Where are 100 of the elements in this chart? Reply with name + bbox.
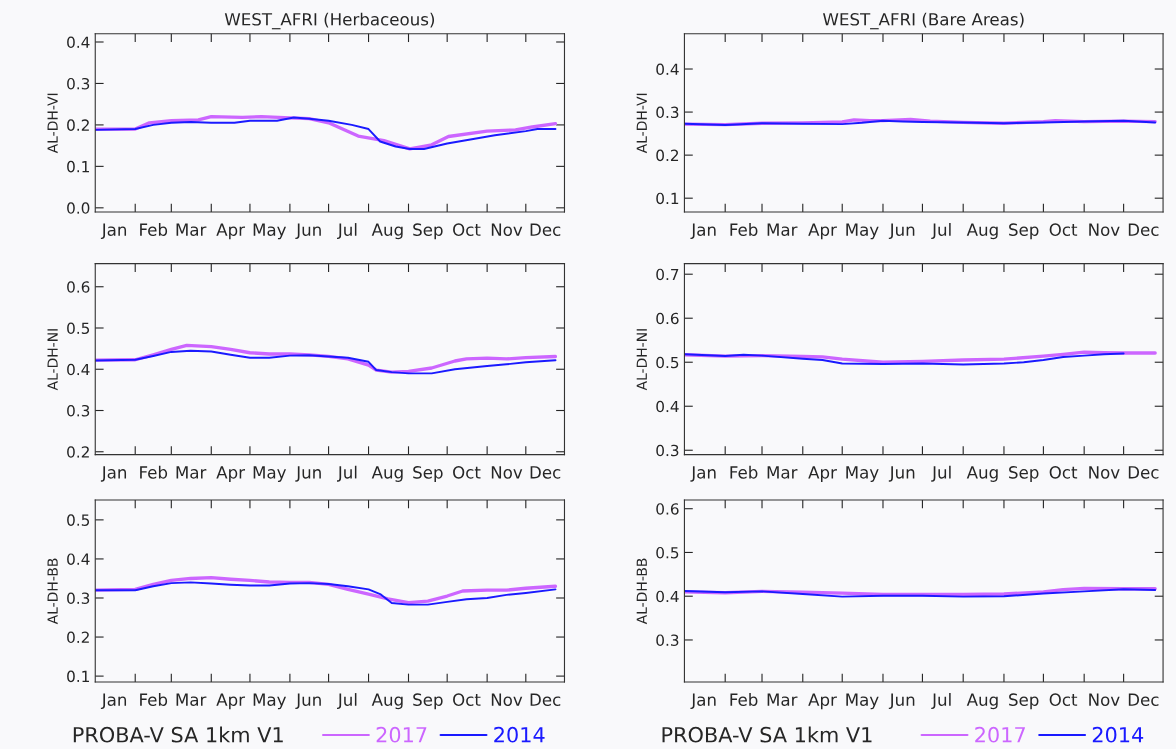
y-tick-label: 0.2 bbox=[656, 149, 679, 162]
x-tick-label: Jun bbox=[888, 693, 915, 710]
x-tick-label: Mar bbox=[176, 693, 207, 706]
y-tick-label: 0.3 bbox=[67, 77, 90, 90]
y-tick-label: 0.3 bbox=[656, 444, 679, 457]
y-tick-label: 0.5 bbox=[67, 322, 90, 335]
y-tick-label: 0.4 bbox=[67, 36, 90, 49]
x-tick-label: Nov bbox=[1089, 693, 1120, 706]
x-tick-label: Jul bbox=[337, 223, 357, 240]
x-tick-label: Jan bbox=[690, 466, 716, 482]
x-tick-label: May bbox=[253, 693, 287, 710]
x-tick-label: Nov bbox=[491, 693, 523, 706]
y-tick-label: 0.2 bbox=[67, 446, 89, 458]
y-tick-label: 0.5 bbox=[656, 356, 679, 369]
y-tick-label: 0.3 bbox=[67, 404, 90, 417]
x-tick-label: Apr bbox=[216, 693, 246, 710]
x-tick-label: Sep bbox=[1009, 466, 1039, 482]
y-tick-label: 0.1 bbox=[656, 192, 679, 205]
x-tick-label: Nov bbox=[1089, 223, 1120, 236]
x-tick-label: Mar bbox=[767, 693, 798, 706]
y-tick-label: 0.5 bbox=[67, 514, 90, 526]
legend-label: 2017 bbox=[975, 726, 1025, 743]
x-tick-label: Mar bbox=[767, 223, 798, 236]
x-tick-label: Feb bbox=[140, 223, 168, 236]
y-axis-title: AL-DH-NI bbox=[636, 329, 647, 391]
x-tick-label: Dec bbox=[1128, 693, 1159, 706]
y-tick-label: 0.6 bbox=[656, 503, 679, 515]
x-tick-label: Oct bbox=[1049, 223, 1078, 236]
x-tick-label: Nov bbox=[491, 466, 523, 479]
legend-label: 2017 bbox=[376, 726, 427, 743]
y-tick-label: 0.5 bbox=[656, 546, 679, 559]
x-tick-label: Feb bbox=[140, 465, 168, 479]
x-tick-label: Aug bbox=[371, 693, 403, 710]
y-tick-label: 0.3 bbox=[67, 592, 90, 605]
y-axis-title: AL-DH-BB bbox=[636, 558, 647, 625]
y-tick-label: 0.4 bbox=[67, 553, 90, 565]
x-tick-label: Aug bbox=[966, 693, 998, 710]
x-tick-label: Jan bbox=[690, 693, 716, 710]
y-tick-label: 0.4 bbox=[67, 363, 90, 376]
x-tick-label: May bbox=[846, 693, 879, 710]
x-tick-label: Dec bbox=[1128, 466, 1159, 479]
y-tick-label: 0.3 bbox=[656, 106, 679, 119]
x-tick-label: Mar bbox=[176, 223, 207, 236]
y-tick-label: 0.1 bbox=[67, 160, 89, 173]
x-tick-label: Dec bbox=[530, 693, 561, 706]
x-tick-label: Apr bbox=[216, 223, 246, 240]
y-tick-label: 0.0 bbox=[67, 202, 90, 214]
y-axis-title: AL-DH-VI bbox=[47, 93, 58, 154]
x-tick-label: Nov bbox=[1089, 466, 1120, 479]
chart-title: WEST_AFRI (Bare Areas) bbox=[823, 12, 1024, 30]
x-tick-label: Jul bbox=[337, 693, 357, 710]
x-tick-label: Mar bbox=[767, 466, 798, 479]
x-tick-label: Jun bbox=[888, 466, 915, 482]
x-tick-label: Feb bbox=[140, 693, 168, 706]
x-tick-label: Oct bbox=[1049, 693, 1078, 706]
y-tick-label: 0.4 bbox=[656, 63, 679, 76]
x-tick-label: Oct bbox=[453, 223, 481, 236]
x-tick-label: Jun bbox=[295, 223, 321, 240]
x-tick-label: Aug bbox=[966, 466, 998, 482]
legend-label: 2014 bbox=[494, 726, 545, 743]
y-tick-label: 0.4 bbox=[656, 590, 679, 603]
x-tick-label: Feb bbox=[730, 223, 758, 236]
x-tick-label: Jun bbox=[888, 223, 915, 240]
x-tick-label: Jan bbox=[100, 693, 127, 710]
y-axis-title: AL-DH-NI bbox=[47, 329, 58, 391]
y-tick-label: 0.6 bbox=[67, 281, 90, 293]
x-tick-label: Sep bbox=[413, 223, 443, 240]
y-tick-label: 0.3 bbox=[656, 634, 679, 646]
x-tick-label: Oct bbox=[1049, 466, 1078, 479]
x-tick-label: Jun bbox=[295, 466, 321, 482]
x-tick-label: May bbox=[253, 223, 287, 240]
x-tick-label: Sep bbox=[413, 693, 443, 710]
y-tick-label: 0.1 bbox=[67, 670, 89, 683]
x-tick-label: Jun bbox=[295, 693, 321, 710]
x-tick-label: Oct bbox=[453, 693, 481, 706]
legend-label: 2014 bbox=[1092, 726, 1144, 743]
x-tick-label: Nov bbox=[491, 223, 523, 236]
y-tick-label: 0.6 bbox=[656, 312, 679, 325]
y-tick-label: 0.7 bbox=[656, 268, 679, 281]
x-tick-label: Dec bbox=[530, 223, 561, 236]
y-tick-label: 0.2 bbox=[67, 119, 89, 131]
x-tick-label: Aug bbox=[371, 466, 403, 482]
y-axis-title: AL-DH-VI bbox=[636, 93, 647, 154]
y-tick-label: 0.2 bbox=[67, 631, 89, 644]
x-tick-label: Jul bbox=[931, 223, 951, 240]
x-tick-label: Jul bbox=[931, 693, 951, 710]
x-tick-label: Sep bbox=[413, 466, 443, 482]
x-tick-label: Oct bbox=[453, 466, 481, 479]
x-tick-label: Sep bbox=[1009, 693, 1039, 710]
x-tick-label: Jul bbox=[337, 465, 357, 482]
text: PROBA-V SA 1km V1 bbox=[662, 726, 872, 743]
x-tick-label: Jan bbox=[100, 466, 127, 482]
x-tick-label: May bbox=[846, 466, 879, 482]
x-tick-label: Apr bbox=[808, 466, 837, 482]
chart-title: WEST_AFRI (Herbaceous) bbox=[224, 12, 435, 30]
y-axis-title: AL-DH-BB bbox=[47, 558, 58, 625]
x-tick-label: Feb bbox=[730, 693, 758, 706]
x-tick-label: Jan bbox=[100, 223, 127, 240]
text: PROBA-V SA 1km V1 bbox=[73, 726, 283, 743]
x-tick-label: May bbox=[253, 466, 287, 482]
